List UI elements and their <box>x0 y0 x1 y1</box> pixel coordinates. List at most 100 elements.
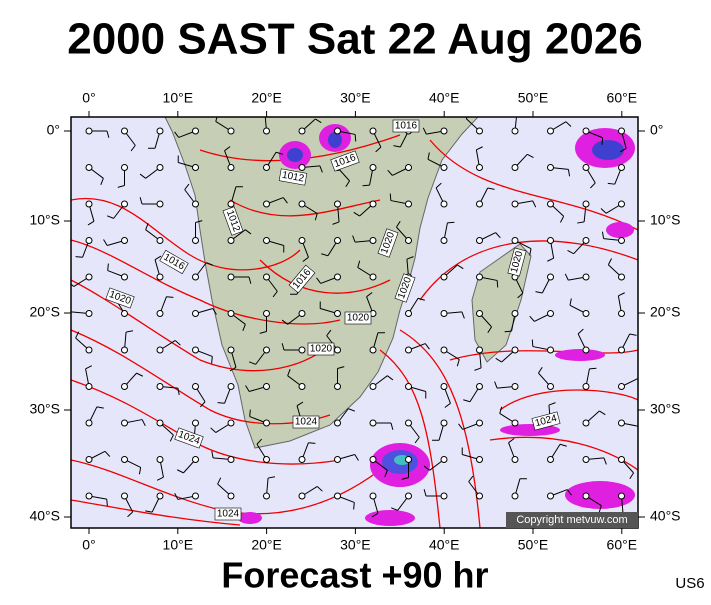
lon-label-bottom: 10°E <box>163 537 194 553</box>
station-dot <box>512 128 518 134</box>
station-dot <box>619 238 625 244</box>
station-dot <box>86 457 92 463</box>
station-dot <box>406 347 412 353</box>
station-dot <box>228 128 234 134</box>
station-dot <box>299 311 305 317</box>
station-dot <box>619 165 625 171</box>
station-dot <box>583 493 589 499</box>
station-dot <box>157 274 163 280</box>
station-dot <box>583 274 589 280</box>
barb-flag <box>639 426 640 433</box>
barb-flag <box>108 264 109 271</box>
station-dot <box>441 420 447 426</box>
station-dot <box>122 420 128 426</box>
station-dot <box>86 493 92 499</box>
lat-label-right: 10°S <box>650 212 681 228</box>
station-dot <box>370 274 376 280</box>
station-dot <box>86 201 92 207</box>
station-dot <box>548 457 554 463</box>
barb-flag <box>212 356 213 363</box>
station-dot <box>193 311 199 317</box>
station-dot <box>406 493 412 499</box>
station-dot <box>512 311 518 317</box>
station-dot <box>512 493 518 499</box>
lon-label-top: 50°E <box>518 90 549 106</box>
station-dot <box>264 274 270 280</box>
barb-flag <box>447 222 454 223</box>
station-dot <box>299 384 305 390</box>
barb-flag <box>354 502 355 509</box>
station-dot <box>619 493 625 499</box>
station-dot <box>86 128 92 134</box>
station-dot <box>193 420 199 426</box>
barb-flag <box>517 112 524 113</box>
barb-flag <box>218 403 225 404</box>
station-dot <box>157 201 163 207</box>
station-dot <box>477 457 483 463</box>
station-dot <box>406 201 412 207</box>
isobar-label: 1024 <box>215 508 241 520</box>
lat-label-left: 20°S <box>29 304 60 320</box>
isobar-label: 1020 <box>308 343 334 355</box>
lat-label-right: 0° <box>650 122 663 138</box>
lat-label-left: 0° <box>47 122 60 138</box>
station-dot <box>335 311 341 317</box>
station-dot <box>335 347 341 353</box>
station-dot <box>548 311 554 317</box>
station-dot <box>370 128 376 134</box>
station-dot <box>583 201 589 207</box>
barb-flag <box>166 297 173 298</box>
lat-label-left: 30°S <box>29 401 60 417</box>
lon-label-top: 10°E <box>163 90 194 106</box>
station-dot <box>477 201 483 207</box>
station-dot <box>441 457 447 463</box>
station-dot <box>619 457 625 463</box>
barb-flag <box>107 499 108 506</box>
barb-flag <box>497 280 498 287</box>
isobar-value: 1024 <box>295 417 318 428</box>
title: 2000 SAST Sat 22 Aug 2026 <box>67 15 643 64</box>
station-dot <box>228 420 234 426</box>
station-dot <box>370 347 376 353</box>
station-dot <box>441 274 447 280</box>
station-dot <box>264 420 270 426</box>
station-dot <box>264 128 270 134</box>
isobar-label: 1024 <box>293 416 319 428</box>
station-dot <box>122 201 128 207</box>
station-dot <box>583 128 589 134</box>
station-dot <box>441 201 447 207</box>
lat-label-left: 10°S <box>29 212 60 228</box>
station-dot <box>583 457 589 463</box>
station-dot <box>86 165 92 171</box>
station-dot <box>406 311 412 317</box>
lat-label-right: 20°S <box>650 304 681 320</box>
station-dot <box>264 493 270 499</box>
station-dot <box>406 238 412 244</box>
station-dot <box>548 384 554 390</box>
station-dot <box>548 493 554 499</box>
station-dot <box>548 165 554 171</box>
station-dot <box>477 238 483 244</box>
station-dot <box>264 165 270 171</box>
station-dot <box>193 201 199 207</box>
lat-label-right: 30°S <box>650 401 681 417</box>
station-dot <box>86 311 92 317</box>
station-dot <box>264 238 270 244</box>
station-dot <box>370 238 376 244</box>
station-dot <box>228 274 234 280</box>
station-dot <box>299 128 305 134</box>
region-code: US6 <box>675 575 704 592</box>
station-dot <box>86 384 92 390</box>
station-dot <box>477 128 483 134</box>
station-dot <box>122 238 128 244</box>
station-dot <box>157 457 163 463</box>
station-dot <box>512 347 518 353</box>
station-dot <box>122 493 128 499</box>
station-dot <box>370 493 376 499</box>
station-dot <box>299 493 305 499</box>
station-dot <box>619 128 625 134</box>
station-dot <box>228 384 234 390</box>
station-dot <box>157 238 163 244</box>
station-dot <box>477 347 483 353</box>
station-dot <box>583 311 589 317</box>
